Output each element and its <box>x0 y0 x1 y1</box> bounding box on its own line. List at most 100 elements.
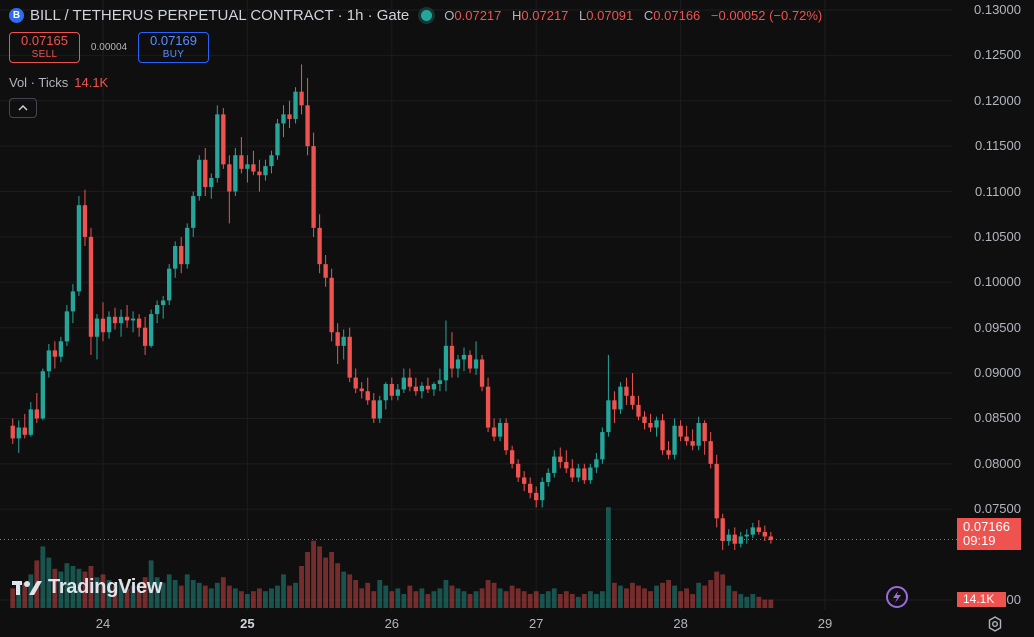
candle <box>515 459 521 482</box>
candle <box>88 227 94 355</box>
volume-bar <box>527 594 533 608</box>
volume-bar <box>708 580 714 608</box>
candle <box>407 368 413 392</box>
candle <box>696 416 701 451</box>
candle <box>233 147 238 197</box>
candle <box>678 420 683 442</box>
candle <box>606 354 611 437</box>
volume-bar <box>112 585 118 608</box>
candle-body <box>576 468 581 478</box>
candle-body <box>509 450 515 464</box>
volume-legend[interactable]: Vol · Ticks 14.1K <box>9 75 108 90</box>
candle-body <box>600 432 605 460</box>
candle-body <box>546 472 551 482</box>
candle <box>34 393 39 423</box>
volume-bar <box>263 591 268 608</box>
volume-bar <box>124 588 130 608</box>
candle-body <box>455 359 461 369</box>
volume-bar <box>106 580 112 608</box>
candle-body <box>148 314 154 346</box>
candle-body <box>22 427 27 435</box>
symbol-title[interactable]: BILL / TETHERUS PERPETUAL CONTRACT · 1h … <box>30 7 410 24</box>
candle-body <box>311 146 316 228</box>
candle-body <box>558 456 563 463</box>
volume-bar <box>58 571 64 608</box>
candle-body <box>287 114 292 119</box>
volume-bar <box>118 582 124 608</box>
volume-bar <box>16 585 22 608</box>
candle <box>503 418 509 455</box>
candle-body <box>684 436 689 442</box>
candle-body <box>540 482 545 501</box>
candle-body <box>503 423 509 451</box>
candle <box>522 471 527 492</box>
candle <box>281 105 286 138</box>
time-tick-label: 27 <box>528 616 544 631</box>
candle <box>690 429 695 451</box>
sell-label: SELL <box>31 48 58 60</box>
volume-bar <box>76 568 82 608</box>
volume-bar <box>678 591 684 608</box>
candle <box>497 418 503 442</box>
candle-body <box>16 427 21 439</box>
volume-bar <box>22 582 28 608</box>
candle-body <box>359 388 364 392</box>
brand-name: TradingView <box>48 576 163 598</box>
volume-bar <box>172 580 178 608</box>
candle <box>191 191 196 237</box>
candle <box>239 137 244 174</box>
candle-body <box>401 377 406 390</box>
sell-button[interactable]: 0.07165 SELL <box>9 32 80 63</box>
candle-body <box>203 159 208 187</box>
current-volume-tag: 14.1K <box>957 592 1006 607</box>
candle-body <box>744 534 749 537</box>
candle-body <box>299 91 304 106</box>
candle-body <box>624 386 629 396</box>
candle-body <box>191 196 196 228</box>
volume-bar <box>226 585 232 608</box>
volume-bar <box>575 596 581 608</box>
candle <box>714 454 719 528</box>
high-label: H <box>512 8 522 23</box>
collapse-legend-button[interactable] <box>9 98 37 118</box>
candle-body <box>395 389 400 396</box>
volume-bar <box>630 582 635 608</box>
settings-button[interactable] <box>987 616 1003 637</box>
volume-bar <box>612 582 617 608</box>
volume-bar <box>184 574 190 608</box>
candle-body <box>383 383 388 401</box>
candle <box>726 529 731 546</box>
ohlc-values: O0.07217 H0.07217 L0.07091 C0.07166 −0.0… <box>444 8 822 23</box>
time-tick-label: 28 <box>673 616 688 631</box>
volume-bar <box>768 599 774 608</box>
symbol-logo-icon: B <box>9 8 24 23</box>
candle <box>431 382 437 396</box>
volume-label: Vol · Ticks <box>9 75 69 90</box>
candle-body <box>263 166 268 176</box>
volume-bar <box>672 585 677 608</box>
candle-body <box>696 423 701 446</box>
candle <box>395 383 400 401</box>
volume-bar <box>636 585 641 608</box>
market-status-icon[interactable] <box>421 10 433 21</box>
candle-body <box>756 527 761 532</box>
tradingview-logo[interactable]: TradingView <box>12 576 162 599</box>
candle <box>136 314 142 337</box>
candle <box>437 368 443 392</box>
volume-bar <box>238 591 244 608</box>
candle-body <box>82 205 88 237</box>
buy-button[interactable]: 0.07169 BUY <box>138 32 209 63</box>
candle-body <box>371 400 376 419</box>
candle <box>654 416 659 437</box>
candle-body <box>28 409 33 435</box>
candle <box>564 450 569 473</box>
candle-body <box>64 311 70 342</box>
candle-body <box>407 377 413 387</box>
volume-bar <box>503 591 509 608</box>
replay-button[interactable] <box>886 586 908 608</box>
volume-bar <box>142 577 148 608</box>
candle-body <box>461 354 467 360</box>
candle-body <box>52 350 58 357</box>
volume-bar <box>461 591 467 608</box>
